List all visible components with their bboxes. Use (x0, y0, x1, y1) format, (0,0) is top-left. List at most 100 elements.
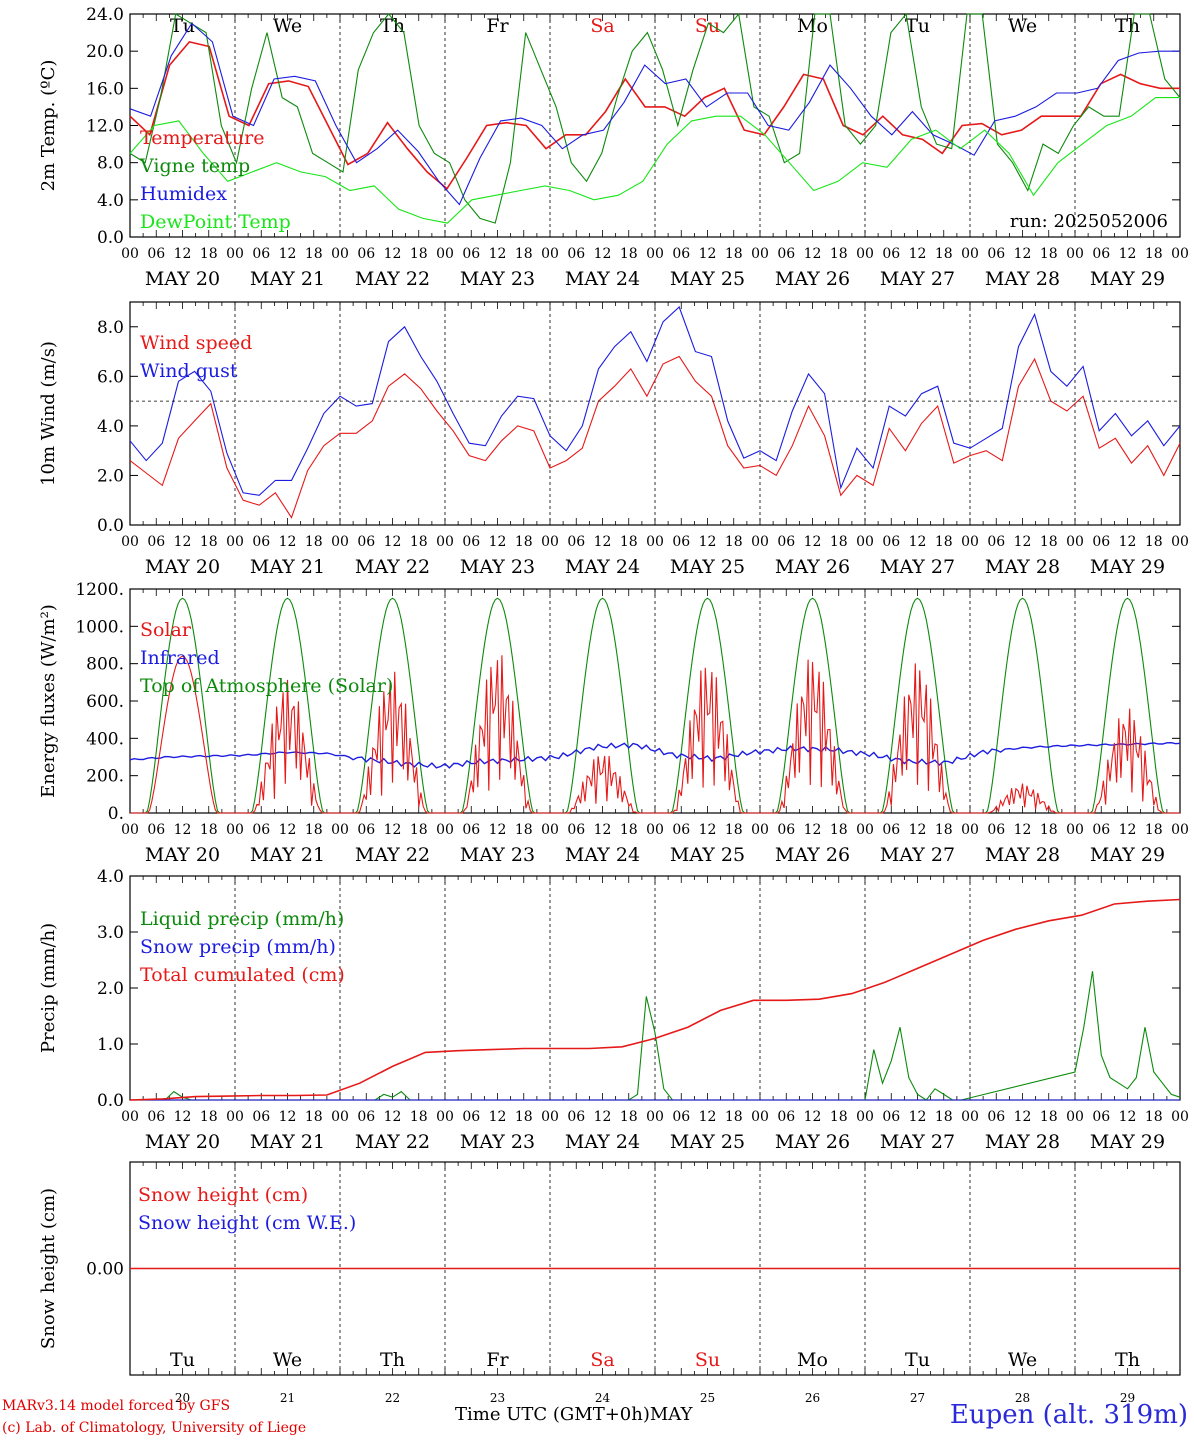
temp-hour-label: 18 (620, 246, 638, 262)
snow-day-name: Su (695, 1349, 720, 1371)
wind-date-label: MAY 25 (670, 556, 745, 578)
temp-legend-entry: Vigne temp (139, 155, 250, 177)
energy-hour-label: 06 (987, 822, 1005, 838)
temp-hour-label: 12 (1014, 246, 1032, 262)
wind-date-label: MAY 23 (460, 556, 535, 578)
energy-hour-label: 06 (462, 822, 480, 838)
precip-date-label: MAY 27 (880, 1131, 955, 1153)
temp-y-tick-label: 4.0 (97, 191, 124, 211)
precip-date-label: MAY 26 (775, 1131, 850, 1153)
wind-hour-label: 06 (777, 534, 795, 550)
precip-hour-label: 06 (252, 1109, 270, 1125)
energy-hour-label: 18 (305, 822, 323, 838)
energy-hour-label: 18 (1145, 822, 1163, 838)
temp-hour-label: 18 (515, 246, 533, 262)
temp-frame (129, 13, 1181, 238)
temp-hour-label: 12 (1119, 246, 1137, 262)
snow-day-name: Tu (170, 1349, 195, 1371)
precip-hour-label: 06 (882, 1109, 900, 1125)
wind-hour-label: 12 (384, 534, 402, 550)
snow-day-name: We (273, 1349, 302, 1371)
precip-hour-label: 12 (1014, 1109, 1032, 1125)
energy-y-tick-label: 1200. (75, 580, 124, 600)
energy-hour-label: 00 (1171, 822, 1189, 838)
wind-hour-label: 18 (1040, 534, 1058, 550)
precip-date-label: MAY 25 (670, 1131, 745, 1153)
wind-date-label: MAY 29 (1090, 556, 1165, 578)
energy-hour-label: 06 (147, 822, 165, 838)
energy-hour-label: 00 (961, 822, 979, 838)
energy-hour-label: 12 (1014, 822, 1032, 838)
energy-hour-label: 18 (1040, 822, 1058, 838)
wind-hour-label: 06 (672, 534, 690, 550)
wind-hour-label: 12 (594, 534, 612, 550)
precip-date-label: MAY 22 (355, 1131, 430, 1153)
temp-hour-label: 12 (909, 246, 927, 262)
energy-hour-label: 12 (1119, 822, 1137, 838)
precip-hour-label: 18 (305, 1109, 323, 1125)
wind-hour-label: 06 (882, 534, 900, 550)
temp-hour-label: 06 (987, 246, 1005, 262)
wind-hour-label: 18 (515, 534, 533, 550)
wind-series-line (129, 355, 1181, 519)
temp-hour-label: 18 (200, 246, 218, 262)
precip-hour-label: 18 (830, 1109, 848, 1125)
x-axis-month: MAY (649, 1404, 693, 1425)
temp-legend-entry: Temperature (140, 127, 264, 149)
temp-series-line (129, 41, 1180, 190)
temp-hour-label: 12 (699, 246, 717, 262)
wind-hour-label: 18 (935, 534, 953, 550)
temp-day-name: Th (1115, 15, 1140, 37)
temp-legend-entry: DewPoint Temp (140, 211, 291, 233)
temp-day-name: Tu (905, 15, 930, 37)
energy-hour-label: 06 (252, 822, 270, 838)
precip-legend-entry: Snow precip (mm/h) (140, 936, 336, 958)
wind-hour-label: 12 (174, 534, 192, 550)
energy-hour-label: 06 (567, 822, 585, 838)
temp-day-name: We (1008, 15, 1037, 37)
wind-series-line (129, 306, 1181, 496)
precip-hour-label: 18 (725, 1109, 743, 1125)
precip-hour-label: 00 (331, 1109, 349, 1125)
wind-y-tick-label: 8.0 (97, 318, 124, 338)
snow-day-number: 25 (700, 1391, 715, 1405)
temp-hour-label: 00 (856, 246, 874, 262)
energy-series-line (130, 655, 1180, 814)
energy-hour-label: 00 (226, 822, 244, 838)
precip-series-line (129, 898, 1181, 1101)
wind-y-tick-label: 6.0 (97, 367, 124, 387)
wind-hour-label: 00 (1066, 534, 1084, 550)
wind-hour-label: 12 (804, 534, 822, 550)
precip-hour-label: 00 (121, 1109, 139, 1125)
temp-hour-label: 00 (751, 246, 769, 262)
precip-hour-label: 18 (410, 1109, 428, 1125)
station-name: Eupen (alt. 319m) (949, 1400, 1188, 1430)
snow-day-number: 22 (385, 1391, 400, 1405)
wind-y-tick-label: 0.0 (97, 516, 124, 536)
run-annotation: run: 2025052006 (1010, 211, 1168, 232)
energy-hour-label: 00 (646, 822, 664, 838)
energy-y-tick-label: 1000. (75, 617, 124, 637)
precip-legend-entry: Liquid precip (mm/h) (140, 908, 344, 930)
wind-y-tick-label: 4.0 (97, 417, 124, 437)
temp-hour-label: 00 (331, 246, 349, 262)
temp-legend-entry: Humidex (140, 183, 227, 205)
temp-hour-label: 06 (567, 246, 585, 262)
wind-hour-label: 06 (462, 534, 480, 550)
wind-hour-label: 00 (541, 534, 559, 550)
energy-hour-label: 00 (121, 822, 139, 838)
precip-hour-label: 12 (384, 1109, 402, 1125)
wind-hour-label: 12 (1119, 534, 1137, 550)
snow-legend-entry: Snow height (cm) (138, 1184, 308, 1206)
wind-hour-label: 00 (121, 534, 139, 550)
energy-hour-label: 18 (830, 822, 848, 838)
precip-y-tick-label: 0.0 (97, 1091, 124, 1111)
temp-series-line (129, 12, 1181, 224)
precip-hour-label: 18 (200, 1109, 218, 1125)
energy-hour-label: 00 (331, 822, 349, 838)
energy-y-tick-label: 600. (86, 692, 124, 712)
energy-hour-label: 12 (699, 822, 717, 838)
wind-hour-label: 06 (147, 534, 165, 550)
precip-hour-label: 12 (594, 1109, 612, 1125)
temp-hour-label: 12 (279, 246, 297, 262)
